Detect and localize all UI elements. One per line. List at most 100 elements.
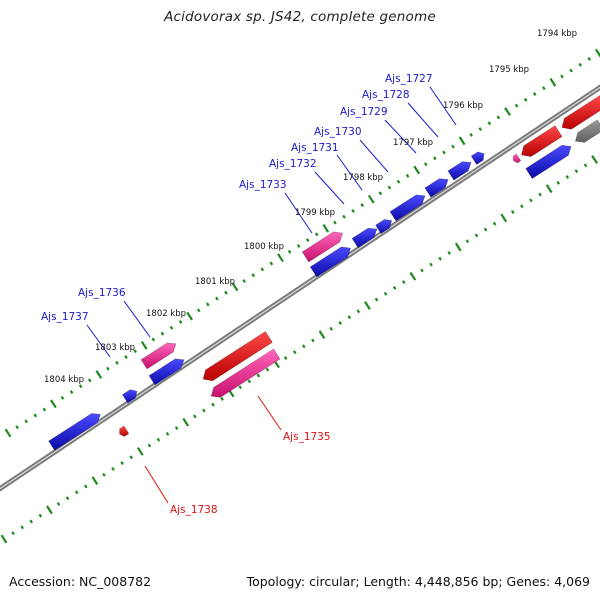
gene-forward-top xyxy=(310,243,342,267)
gene-forward xyxy=(148,358,185,386)
outer-tick xyxy=(186,311,193,321)
inner-tick xyxy=(364,301,371,310)
outer-tick xyxy=(260,267,265,272)
gene-forward xyxy=(525,144,572,179)
inner-tick xyxy=(193,414,197,419)
inner-tick xyxy=(409,271,417,281)
gene-reverse-top xyxy=(202,330,266,370)
label-layer: 1794 kbp 1795 kbp 1796 kbp 1797 kbp 1798 kbp… xyxy=(41,29,577,516)
outer-tick xyxy=(251,273,255,278)
inner-tick xyxy=(38,513,43,518)
gene-forward-top xyxy=(352,224,369,239)
outer-tick xyxy=(269,261,274,266)
gene-label-reverse: Ajs_1735 xyxy=(283,431,331,443)
kbp-label: 1803 kbp xyxy=(95,343,135,353)
gene-forward xyxy=(121,389,138,404)
gene-reverse-pink-top xyxy=(509,152,517,157)
inner-tick xyxy=(129,455,133,460)
outer-tick xyxy=(387,185,392,190)
outer-tick xyxy=(314,232,319,237)
gene-label-connector xyxy=(257,395,282,431)
outer-tick xyxy=(178,320,183,324)
inner-tick xyxy=(256,373,261,378)
gene-forward-top xyxy=(525,141,562,169)
gene-reverse-pink xyxy=(210,348,281,398)
outer-tick xyxy=(487,121,492,126)
outer-tick xyxy=(24,419,28,424)
gene-forward xyxy=(470,151,485,165)
inner-tick xyxy=(91,476,99,485)
inner-tick xyxy=(56,502,61,506)
gene-reverse-top xyxy=(116,424,124,429)
gene-forward-top xyxy=(471,148,478,157)
gene-reverse-pink-top xyxy=(210,347,274,388)
inner-tick xyxy=(329,326,333,331)
inner-tick xyxy=(591,155,598,164)
gene-forward-top xyxy=(390,191,417,212)
kbp-label: 1802 kbp xyxy=(146,309,186,319)
inner-tick xyxy=(520,204,524,209)
inner-tick xyxy=(111,466,115,471)
gene-forward xyxy=(424,178,449,198)
gene-label-connector xyxy=(123,300,151,338)
outer-tick xyxy=(423,162,428,167)
outer-tick xyxy=(151,337,156,342)
outer-tick xyxy=(242,279,246,283)
outer-tick xyxy=(115,360,119,365)
outer-tick xyxy=(106,366,110,371)
outer-tick xyxy=(578,62,582,67)
inner-tick xyxy=(265,367,270,372)
outer-tick xyxy=(69,390,74,395)
inner-tick xyxy=(583,163,588,168)
inner-tick xyxy=(238,385,243,390)
outer-tick xyxy=(523,97,528,102)
outer-tick xyxy=(322,224,330,233)
outer-tick xyxy=(333,220,337,225)
inner-tick xyxy=(0,534,8,544)
outer-tick xyxy=(133,349,137,354)
gene-label-connector xyxy=(407,102,439,138)
inner-tick xyxy=(147,443,152,448)
inner-tick xyxy=(247,379,252,384)
inner-tick xyxy=(302,344,306,349)
tick-layer xyxy=(0,48,600,544)
gene-forward-top xyxy=(149,355,176,376)
inner-tick xyxy=(120,461,124,466)
outer-tick xyxy=(224,290,228,295)
gene-label-forward: Ajs_1732 xyxy=(269,158,317,170)
gene-forward-pink-top xyxy=(141,339,168,360)
outer-tick xyxy=(367,194,375,204)
inner-tick xyxy=(338,321,342,325)
inner-tick xyxy=(438,256,442,261)
outer-tick xyxy=(15,425,19,430)
inner-tick xyxy=(511,210,515,214)
inner-tick xyxy=(74,490,79,495)
label-line-layer xyxy=(86,86,457,504)
gene-label-connector xyxy=(314,171,345,205)
feature-layer xyxy=(48,93,600,451)
outer-tick xyxy=(4,428,12,438)
outer-tick xyxy=(496,115,501,120)
gene-label-reverse: Ajs_1738 xyxy=(170,504,218,516)
gene-forward-top xyxy=(375,215,385,226)
outer-tick xyxy=(360,203,364,207)
gene-label-forward: Ajs_1731 xyxy=(291,142,339,154)
gene-label-forward: Ajs_1730 xyxy=(314,126,362,138)
gene-label-connector xyxy=(384,119,417,154)
inner-tick xyxy=(500,213,508,223)
gene-forward-pink-top xyxy=(302,228,334,252)
outer-tick xyxy=(396,179,401,184)
outer-tick xyxy=(478,127,483,132)
outer-tick xyxy=(87,378,92,383)
inner-tick xyxy=(545,184,553,194)
outer-tick xyxy=(405,173,410,178)
outer-tick xyxy=(60,395,65,400)
gene-forward xyxy=(375,219,393,234)
inner-tick xyxy=(202,408,206,413)
kbp-label: 1799 kbp xyxy=(295,208,335,218)
inner-tick xyxy=(311,338,315,343)
gene-reverse xyxy=(202,331,273,382)
inner-tick xyxy=(356,309,361,314)
gene-label-connector xyxy=(86,324,111,358)
gene-label-forward: Ajs_1737 xyxy=(41,311,89,323)
